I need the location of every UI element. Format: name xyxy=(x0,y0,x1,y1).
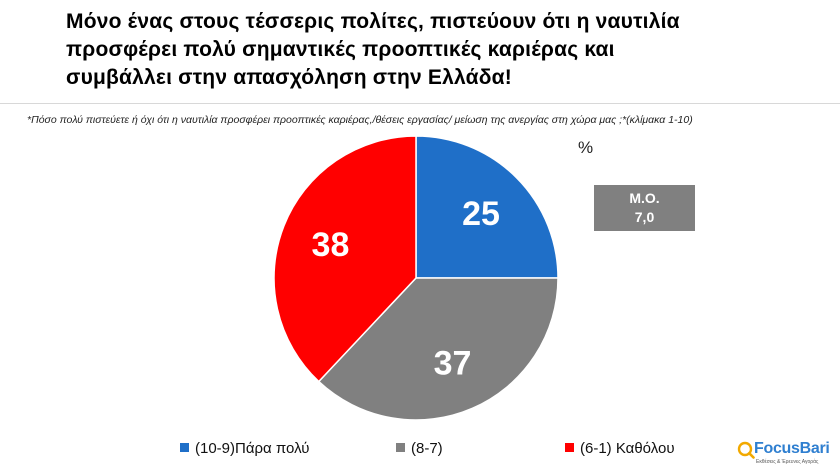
survey-question: *Πόσο πολύ πιστεύετε ή όχι ότι η ναυτιλί… xyxy=(27,114,693,126)
magnifier-logo-icon xyxy=(737,441,755,459)
slice-value-label: 25 xyxy=(462,195,500,233)
legend-item-very-much: (10-9)Πάρα πολύ xyxy=(180,440,309,457)
mean-score-box: Μ.Ο. 7,0 xyxy=(594,185,695,231)
legend-label: (8-7) xyxy=(411,440,443,457)
logo-wordmark: FocusBari xyxy=(754,440,830,458)
title-divider xyxy=(0,103,840,104)
title-line-2: προσφέρει πολύ σημαντικές προοπτικές καρ… xyxy=(66,38,615,61)
logo-bari-text: Bari xyxy=(799,440,830,457)
slice-very-much xyxy=(415,135,559,279)
legend-label: (6-1) Καθόλου xyxy=(580,440,675,457)
slice-value-label: 38 xyxy=(312,226,350,264)
mean-value: 7,0 xyxy=(634,209,655,225)
logo-focus-text: Focus xyxy=(754,440,800,457)
page-title: Μόνο ένας στους τέσσερις πολίτες, πιστεύ… xyxy=(66,8,766,92)
legend-swatch-red xyxy=(565,443,574,452)
title-line-3: συμβάλλει στην απασχόληση στην Ελλάδα! xyxy=(66,66,512,89)
legend-label: (10-9)Πάρα πολύ xyxy=(195,440,310,457)
legend-swatch-blue xyxy=(180,443,189,452)
legend-item-not-at-all: (6-1) Καθόλου xyxy=(565,440,675,457)
legend-swatch-gray xyxy=(396,443,405,452)
legend-item-moderate: (8-7) xyxy=(396,440,443,457)
focusbari-logo: FocusBari Εκθέσεις & Έρευνες Αγοράς xyxy=(737,440,837,470)
slice-value-label: 37 xyxy=(434,344,472,382)
logo-tagline: Εκθέσεις & Έρευνες Αγοράς xyxy=(756,459,819,465)
title-line-1: Μόνο ένας στους τέσσερις πολίτες, πιστεύ… xyxy=(66,10,680,33)
slice-moderate xyxy=(317,277,559,421)
slice-not-at-all xyxy=(273,135,417,383)
percent-unit-label: % xyxy=(578,138,594,157)
mean-label: Μ.Ο. xyxy=(629,190,660,206)
